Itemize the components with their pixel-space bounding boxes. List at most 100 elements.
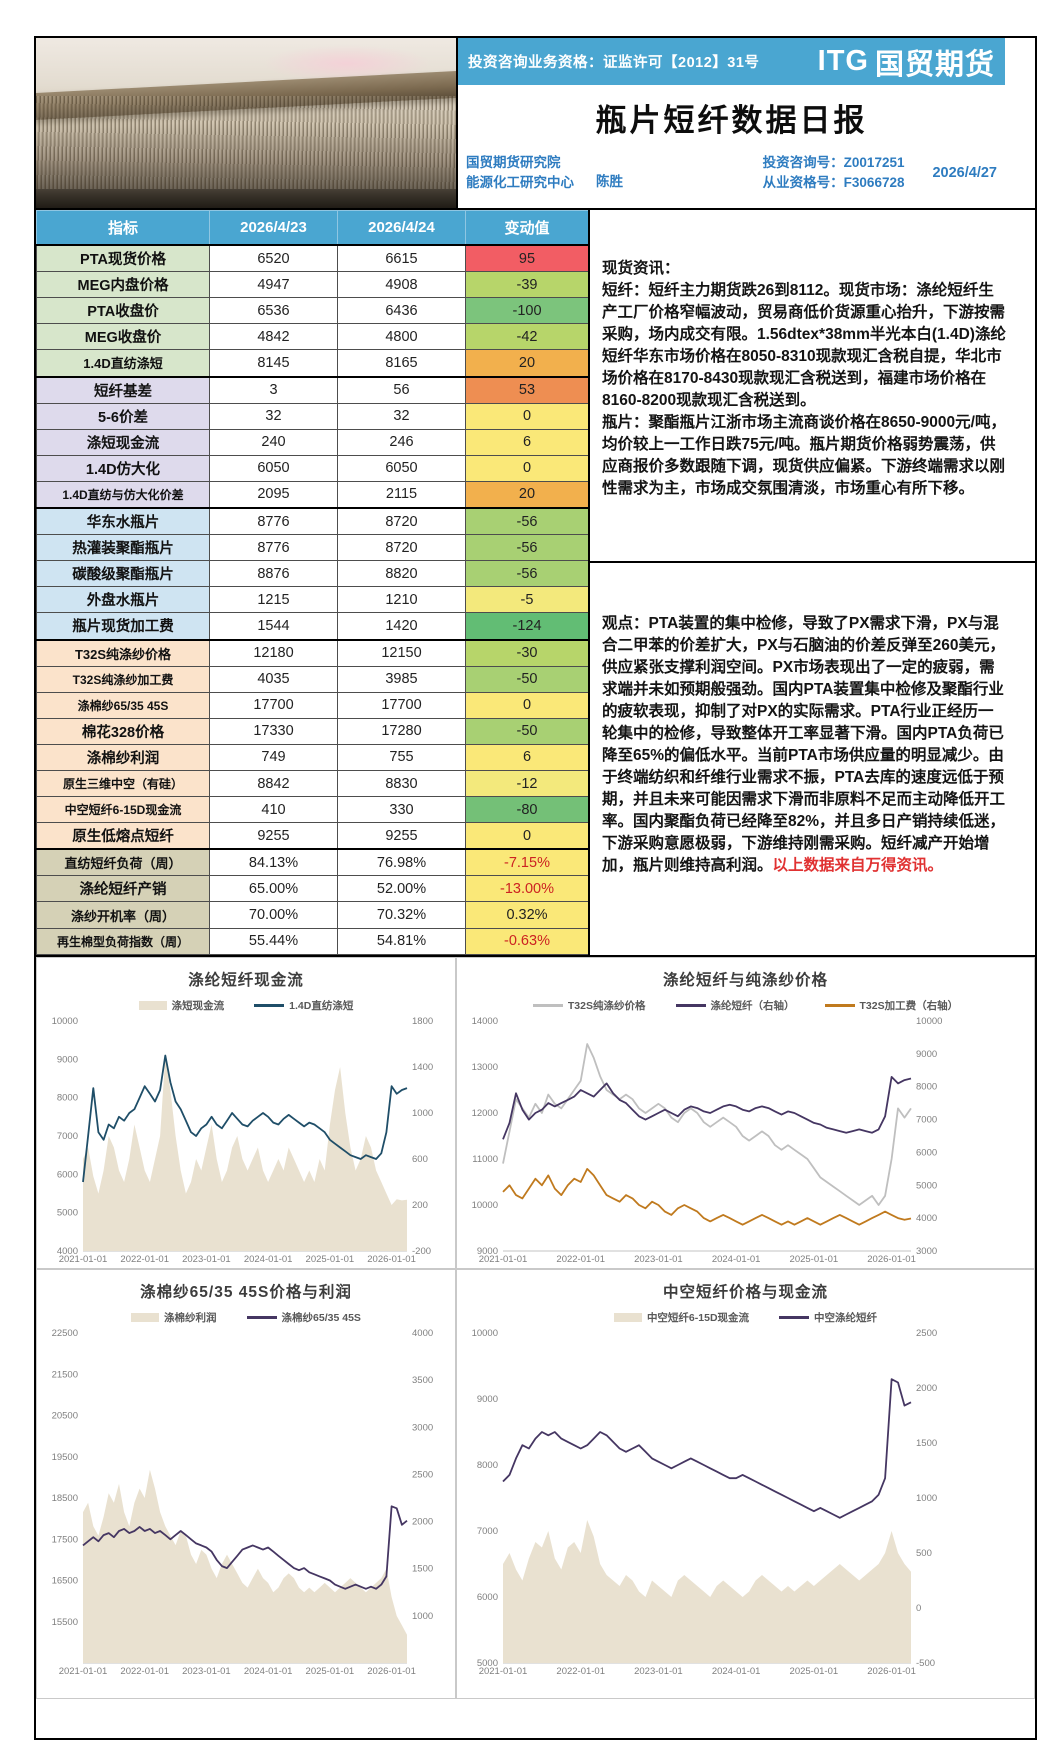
change-cell: 20 [465,480,590,509]
area-swatch [131,1313,160,1322]
table-cell: 65.00% [209,875,338,903]
legend-item: 涤短现金流 [138,998,224,1013]
area-swatch [138,1001,167,1010]
table-row: T32S纯涤纱价格 12180 12150 -30 [36,638,590,667]
table-cell: 华东水瓶片 [36,507,210,536]
svg-text:2022-01-01: 2022-01-01 [120,1254,169,1265]
legend-label: 涤纶短纤（右轴） [710,1000,795,1012]
change-cell: 53 [465,375,590,404]
table-cell: 70.32% [337,901,466,929]
table-cell: 8776 [209,534,338,562]
legend-item: 涤棉纱65/35 45S [246,1310,361,1325]
header-right: 投资咨询业务资格：证监许可【2012】31号 ITG 国贸期货 瓶片短纤数据日报… [458,38,1035,208]
legend-item: 涤棉纱利润 [131,1310,217,1325]
table-cell: 中空短纤6-15D现金流 [36,796,210,824]
legend-item: 涤纶短纤（右轴） [675,998,795,1013]
advisory-no: 投资咨询号：Z0017251 [762,155,905,170]
chart-legend: 涤棉纱利润 涤棉纱65/35 45S [37,1310,455,1325]
svg-text:2024-01-01: 2024-01-01 [712,1666,761,1677]
table-row: PTA现货价格 6520 6615 95 [36,244,590,273]
logo-cn: 国贸期货 [874,48,995,81]
bottlechip-label: 瓶片： [602,414,649,431]
table-cell: 涤棉纱利润 [36,743,210,771]
change-cell: 20 [465,349,590,377]
svg-text:6000: 6000 [477,1592,498,1603]
svg-text:2021-01-01: 2021-01-01 [59,1666,108,1677]
table-cell: 12150 [337,638,466,667]
viewpoint-label: 观点： [602,615,649,632]
svg-text:21500: 21500 [52,1369,78,1380]
table-cell: T32S纯涤纱价格 [36,638,210,667]
table-row: 1.4D直纺与仿大化价差 2095 2115 20 [36,480,590,509]
svg-text:8000: 8000 [916,1082,937,1093]
table-cell: 330 [337,796,466,824]
table-cell: 棉花328价格 [36,717,210,745]
svg-text:11000: 11000 [472,1154,498,1165]
line-swatch [246,1316,277,1319]
table-cell: 17280 [337,717,466,745]
table-cell: 涤短现金流 [36,428,210,456]
svg-text:2500: 2500 [916,1328,937,1339]
table-row: MEG内盘价格 4947 4908 -39 [36,271,590,299]
analyst-name: 陈胜 [596,174,623,189]
svg-text:2023-01-01: 2023-01-01 [634,1254,683,1265]
chart-staple-yarn-price: 涤纶短纤与纯涤纱价格 T32S纯涤纱价格 涤纶短纤（右轴） T32S加工费（右轴） … [456,957,1035,1269]
legend-item: 1.4D直纺涤短 [254,998,353,1013]
svg-text:2000: 2000 [916,1383,937,1394]
table-row: 原生三维中空（有硅） 8842 8830 -12 [36,769,590,798]
svg-text:2025-01-01: 2025-01-01 [790,1666,839,1677]
table-cell: 涤纱开机率（周） [36,901,210,929]
table-cell: T32S纯涤纱加工费 [36,665,210,693]
table-cell: 8776 [209,507,338,536]
svg-text:9000: 9000 [57,1054,78,1065]
change-cell: -56 [465,560,590,588]
svg-text:17500: 17500 [52,1534,78,1545]
table-cell: 6536 [209,297,338,325]
svg-text:4000: 4000 [412,1328,433,1339]
legend-label: 中空涤纶短纤 [814,1312,878,1324]
change-cell: -100 [465,297,590,325]
svg-text:2025-01-01: 2025-01-01 [790,1254,839,1265]
change-cell: -124 [465,612,590,640]
svg-text:-500: -500 [916,1658,935,1669]
table-cell: 直纺短纤负荷（周） [36,848,210,877]
table-cell: 1.4D直纺与仿大化价差 [36,480,210,509]
table-cell: 8842 [209,769,338,798]
svg-text:9000: 9000 [916,1049,937,1060]
table-row: 再生棉型负荷指数（周） 55.44% 54.81% -0.63% [36,927,590,956]
svg-text:5000: 5000 [916,1180,937,1191]
table-row: 棉花328价格 17330 17280 -50 [36,717,590,745]
svg-text:1800: 1800 [412,1016,433,1027]
table-cell: 涤棉纱65/35 45S [36,691,210,719]
svg-text:14000: 14000 [472,1016,498,1027]
svg-text:2026-01-01: 2026-01-01 [367,1666,416,1677]
table-cell: 原生低熔点短纤 [36,822,210,850]
table-cell: 9255 [337,822,466,850]
table-cell: 8876 [209,560,338,588]
svg-text:0: 0 [916,1603,921,1614]
chart-title: 涤棉纱65/35 45S价格与利润 [140,1284,352,1301]
table-row: 涤棉纱利润 749 755 6 [36,743,590,771]
org-line1: 国贸期货研究院 [466,155,561,170]
chart-title: 中空短纤价格与现金流 [662,1284,828,1301]
table-header-row: 指标 2026/4/23 2026/4/24 变动值 [36,210,590,246]
svg-text:2025-01-01: 2025-01-01 [306,1254,355,1265]
area-swatch [613,1313,642,1322]
table-cell: 32 [209,402,338,430]
svg-text:2022-01-01: 2022-01-01 [556,1666,605,1677]
org-line2: 能源化工研究中心 [466,174,574,190]
practice-no: 从业资格号：F3066728 [762,174,905,190]
table-cell: 外盘水瓶片 [36,586,210,614]
svg-text:2026-01-01: 2026-01-01 [367,1254,416,1265]
credential-block: 投资咨询号：Z0017251 从业资格号：F3066728 [763,153,905,192]
viewpoint-text: PTA装置的集中检修，导致了PX需求下滑，PX与混合二甲苯的价差扩大，PX与石脑… [602,615,1006,874]
svg-text:6000: 6000 [57,1169,78,1180]
table-cell: 52.00% [337,875,466,903]
change-cell: -56 [465,507,590,536]
table-cell: PTA收盘价 [36,297,210,325]
svg-text:1000: 1000 [412,1611,433,1622]
table-row: 中空短纤6-15D现金流 410 330 -80 [36,796,590,824]
col-header-date1: 2026/4/23 [209,210,338,246]
table-cell: 32 [337,402,466,430]
chart-canvas: 14000 13000 12000 11000 10000 9000 10000 9000 80… [472,1016,943,1265]
